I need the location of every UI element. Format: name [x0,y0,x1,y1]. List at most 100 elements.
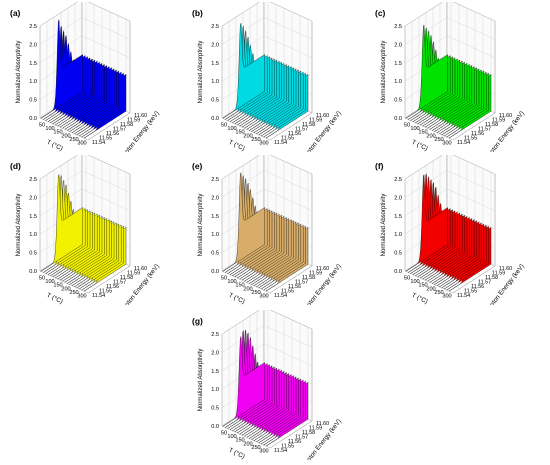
x-tick-label: 100 [227,279,236,285]
z-tick-label: 11.56 [288,131,301,137]
z-tick-label: 11.60 [316,113,329,119]
x-tick-label: 100 [45,126,54,132]
x-tick-label: 100 [45,279,54,285]
y-tick-label: 1.5 [29,214,37,220]
series-spectrum-30 [40,174,83,272]
y-tick-label: 0.0 [211,424,219,430]
series-spectrum-30 [405,24,448,119]
x-tick-label: 300 [442,141,451,147]
x-tick-label: 150 [53,130,62,136]
y-tick-label: 1.0 [394,232,402,238]
y-tick-label: 2.5 [211,332,219,338]
z-tick-label: 11.56 [106,131,119,137]
z-tick-label: 11.55 [281,289,294,295]
z-tick-label: 11.54 [274,140,287,146]
y-tick-label: 1.5 [394,61,402,67]
x-axis-title: T (°C) [410,138,429,152]
y-tick-label: 2.5 [211,177,219,183]
z-tick-label: 11.59 [309,426,322,432]
panel-label: (c) [375,8,386,18]
x-tick-label: 50 [221,275,227,281]
y-tick-label: 1.0 [211,232,219,238]
series-group [222,172,309,292]
panel-label: (g) [192,316,203,326]
y-axis-title: Normalized Absorptivity [198,194,204,257]
series-group [405,173,492,292]
x-tick-label: 300 [442,294,451,300]
series-group [222,23,309,139]
y-tick-label: 2.0 [211,195,219,201]
x-tick-label: 100 [227,126,236,132]
series-spectrum-30 [222,23,265,119]
x-axis-title: T (°C) [227,446,246,460]
y-tick-label: 0.0 [394,269,402,275]
x-axis-title: T (°C) [45,291,64,305]
panel-label: (a) [10,8,21,18]
x-tick-label: 200 [61,286,70,292]
y-tick-label: 1.5 [211,369,219,375]
series-group [222,329,309,447]
z-tick-label: 11.57 [113,280,126,286]
series-group [405,24,492,139]
x-tick-label: 200 [426,286,435,292]
z-tick-label: 11.56 [471,284,484,290]
y-tick-label: 0.5 [211,251,219,257]
z-tick-label: 11.58 [485,275,498,281]
x-tick-label: 300 [259,294,268,300]
y-tick-label: 1.0 [211,387,219,393]
x-tick-label: 50 [221,430,227,436]
series-spectrum-30 [222,336,265,427]
z-tick-label: 11.59 [309,271,322,277]
y-tick-label: 1.0 [394,79,402,85]
x-tick-label: 50 [39,122,45,128]
y-tick-label: 0.5 [394,98,402,104]
series-group [40,19,127,139]
z-tick-label: 11.54 [457,140,470,146]
x-tick-label: 150 [418,283,427,289]
series-spectrum-30 [222,172,265,272]
chart-panel-c: 0.0 0.5 1.0 1.5 2.0 2.5 50 100 150 200 250 300 11.54… [367,2,547,152]
y-axis-title: Normalized Absorptivity [198,41,204,104]
y-tick-label: 0.0 [211,116,219,122]
y-tick-label: 2.5 [29,177,37,183]
x-tick-label: 300 [259,141,268,147]
y-axis-title: Normalized Absorptivity [16,41,22,104]
y-tick-label: 1.5 [211,214,219,220]
z-tick-label: 11.59 [492,118,505,124]
z-tick-label: 11.59 [492,271,505,277]
z-tick-label: 11.58 [485,122,498,128]
series-group [40,174,127,292]
y-tick-label: 0.5 [211,98,219,104]
y-axis-title: Normalized Absorptivity [16,194,22,257]
x-tick-label: 50 [39,275,45,281]
y-tick-label: 2.5 [29,24,37,30]
x-tick-label: 200 [243,286,252,292]
z-tick-label: 11.54 [92,140,105,146]
x-tick-label: 250 [434,137,443,143]
z-tick-label: 11.55 [464,136,477,142]
x-tick-label: 150 [235,438,244,444]
z-tick-label: 11.58 [120,122,133,128]
chart-panel-a: 0.0 0.5 1.0 1.5 2.0 2.5 50 100 150 200 250 300 11.54… [2,2,182,152]
y-tick-label: 0.0 [29,116,37,122]
y-tick-label: 2.5 [211,24,219,30]
y-tick-label: 1.0 [29,79,37,85]
panel-label: (b) [192,8,203,18]
z-tick-label: 11.55 [464,289,477,295]
y-tick-label: 0.5 [394,251,402,257]
y-tick-label: 1.0 [29,232,37,238]
z-tick-label: 11.56 [288,284,301,290]
x-tick-label: 100 [410,279,419,285]
z-tick-label: 11.55 [99,289,112,295]
y-tick-label: 0.5 [211,406,219,412]
z-tick-label: 11.54 [457,293,470,299]
chart-panel-e: 0.0 0.5 1.0 1.5 2.0 2.5 50 100 150 200 250 300 11.54… [184,155,364,305]
z-tick-label: 11.55 [99,136,112,142]
x-tick-label: 250 [251,290,260,296]
y-tick-label: 0.0 [394,116,402,122]
